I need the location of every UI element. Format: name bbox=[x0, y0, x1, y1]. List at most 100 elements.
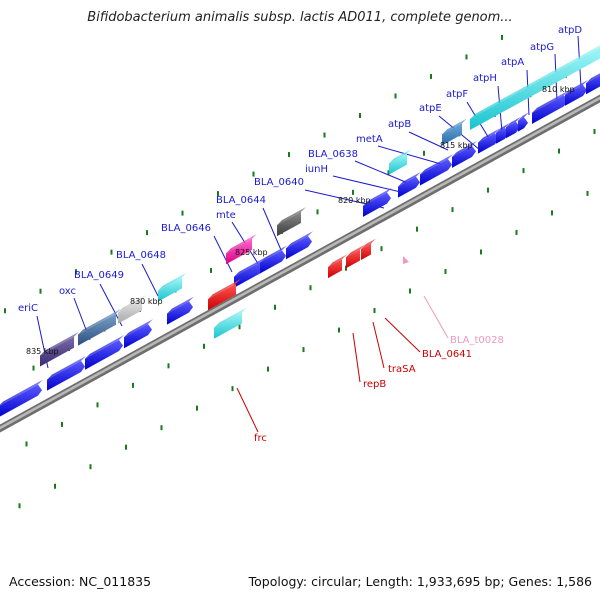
reverse-gene-frc-top bbox=[214, 307, 247, 328]
forward-gene-inner-17 bbox=[565, 79, 588, 106]
reverse-leader-1 bbox=[384, 317, 421, 353]
forward-gene-inner-18 bbox=[586, 73, 600, 95]
tick-label-810: 810 kbp bbox=[542, 85, 575, 94]
reverse-gene-3-top bbox=[361, 238, 376, 249]
forward-gene-outer-5-top bbox=[277, 206, 306, 226]
gene-label-BLA_0644[interactable]: BLA_0644 bbox=[216, 195, 266, 206]
forward-gene-inner-4-front bbox=[167, 301, 193, 325]
forward-gene-outer-5-front bbox=[277, 211, 301, 237]
gene-label-atpE[interactable]: atpE bbox=[419, 103, 442, 114]
gene-label-BLA_0649[interactable]: BLA_0649 bbox=[74, 270, 124, 281]
forward-gene-inner-12 bbox=[478, 128, 500, 154]
gene-label-frc[interactable]: frc bbox=[254, 433, 267, 444]
reverse-gene-frc bbox=[214, 307, 247, 339]
gene-label-atpF[interactable]: atpF bbox=[446, 89, 468, 100]
tick-label-820: 820 kbp bbox=[338, 196, 371, 205]
gene-label-eriC[interactable]: eriC bbox=[18, 303, 38, 314]
gene-label-metA[interactable]: metA bbox=[356, 134, 383, 145]
forward-gene-outer-2-top bbox=[118, 294, 147, 313]
gene-label-repB[interactable]: repB bbox=[363, 379, 386, 390]
reverse-gene-1-top bbox=[328, 254, 347, 268]
forward-gene-inner-6-front bbox=[260, 250, 286, 274]
forward-gene-inner-2-front bbox=[85, 340, 123, 370]
forward-gene-outer-1-front bbox=[78, 313, 116, 346]
forward-gene-inner-13 bbox=[496, 122, 510, 144]
forward-gene-inner-7-front bbox=[286, 236, 312, 260]
forward-gene-outer-2 bbox=[118, 294, 147, 324]
forward-gene-inner-13-top bbox=[496, 122, 510, 133]
gene-label-oxc[interactable]: oxc bbox=[59, 286, 76, 297]
map-title: Bifidobacterium animalis subsp. lactis A… bbox=[87, 10, 513, 25]
tick-label-825: 825 kbp bbox=[235, 248, 268, 257]
forward-gene-inner-6-top bbox=[260, 245, 287, 263]
forward-gene-inner-12-top bbox=[478, 128, 500, 143]
forward-gene-inner-14 bbox=[506, 116, 521, 139]
reverse-gene-3-front bbox=[361, 243, 371, 260]
forward-gene-outer-3 bbox=[158, 272, 187, 302]
gene-label-BLA_0646[interactable]: BLA_0646 bbox=[161, 223, 211, 234]
gene-label-mte[interactable]: mte bbox=[216, 210, 236, 221]
forward-gene-inner-7-top bbox=[286, 231, 313, 249]
forward-gene-inner-3-top bbox=[124, 319, 153, 338]
forward-gene-inner-8-front bbox=[363, 192, 391, 217]
forward-gene-inner-16-top bbox=[532, 90, 569, 113]
reverse-leader-3 bbox=[352, 332, 361, 383]
forward-gene-outer-7-front bbox=[442, 123, 462, 146]
forward-gene-inner-3 bbox=[124, 319, 153, 349]
forward-gene-outer-0 bbox=[40, 331, 79, 367]
tick-label-830: 830 kbp bbox=[130, 297, 163, 306]
reverse-gene-1 bbox=[328, 254, 347, 279]
forward-gene-inner-17-front bbox=[565, 84, 587, 106]
forward-gene-outer-8 bbox=[470, 45, 600, 130]
forward-gene-inner-11-top bbox=[452, 140, 477, 157]
forward-gene-inner-10-top bbox=[420, 154, 453, 175]
reverse-gene-2-front bbox=[346, 249, 360, 269]
forward-gene-inner-15 bbox=[518, 112, 529, 132]
gene-label-traSA[interactable]: traSA bbox=[388, 364, 416, 375]
tick-label-815: 815 kbp bbox=[440, 141, 473, 150]
forward-gene-inner-2 bbox=[85, 335, 124, 370]
forward-gene-outer-6-front bbox=[389, 153, 407, 175]
forward-gene-inner-9 bbox=[398, 171, 421, 198]
forward-gene-inner-16 bbox=[532, 90, 569, 124]
gene-label-iunH[interactable]: iunH bbox=[305, 164, 328, 175]
gene-label-atpH[interactable]: atpH bbox=[473, 73, 497, 84]
forward-gene-inner-5-front bbox=[234, 262, 264, 288]
gene-label-BLA_t0028[interactable]: BLA_t0028 bbox=[450, 335, 504, 346]
forward-gene-inner-5-top bbox=[234, 257, 265, 277]
forward-gene-outer-0-top bbox=[40, 331, 79, 356]
forward-gene-inner-8 bbox=[363, 187, 392, 217]
reverse-gene-2 bbox=[346, 244, 365, 269]
forward-gene-outer-7-top bbox=[442, 118, 467, 135]
gene-label-atpB[interactable]: atpB bbox=[388, 119, 411, 130]
forward-gene-inner-9-top bbox=[398, 171, 421, 187]
gene-label-atpA[interactable]: atpA bbox=[501, 57, 524, 68]
forward-gene-inner-18-top bbox=[586, 73, 600, 84]
forward-leader-6 bbox=[408, 131, 449, 151]
forward-gene-inner-8-top bbox=[363, 187, 392, 206]
forward-leader-14 bbox=[141, 263, 159, 297]
forward-gene-inner-15-top bbox=[518, 112, 529, 121]
forward-gene-inner-10-front bbox=[420, 159, 452, 186]
gene-label-BLA_0638[interactable]: BLA_0638 bbox=[308, 149, 358, 160]
gene-label-BLA_0648[interactable]: BLA_0648 bbox=[116, 250, 166, 261]
forward-gene-outer-6 bbox=[389, 148, 412, 175]
gene-label-BLA_0640[interactable]: BLA_0640 bbox=[254, 177, 304, 188]
forward-gene-inner-1-top bbox=[47, 355, 86, 380]
forward-gene-outer-4-front bbox=[226, 238, 252, 265]
forward-gene-outer-8-top bbox=[470, 45, 600, 119]
gene-label-atpD[interactable]: atpD bbox=[558, 25, 582, 36]
reverse-gene-0-front bbox=[208, 283, 236, 311]
gene-features bbox=[0, 45, 600, 417]
reverse-leader-2 bbox=[372, 321, 385, 369]
gene-label-atpG[interactable]: atpG bbox=[530, 42, 554, 53]
forward-gene-labels: atpD atpG atpA atpH atpF atpE atpB metA … bbox=[18, 25, 582, 314]
forward-gene-inner-13-front bbox=[496, 127, 509, 144]
forward-gene-inner-7 bbox=[286, 231, 313, 260]
gene-label-BLA_0641[interactable]: BLA_0641 bbox=[422, 349, 472, 360]
accession-text: Accession: NC_011835 bbox=[9, 574, 152, 589]
forward-leader-13 bbox=[213, 235, 233, 273]
forward-gene-inner-16-front bbox=[532, 95, 568, 124]
reverse-leader-4 bbox=[236, 387, 259, 433]
